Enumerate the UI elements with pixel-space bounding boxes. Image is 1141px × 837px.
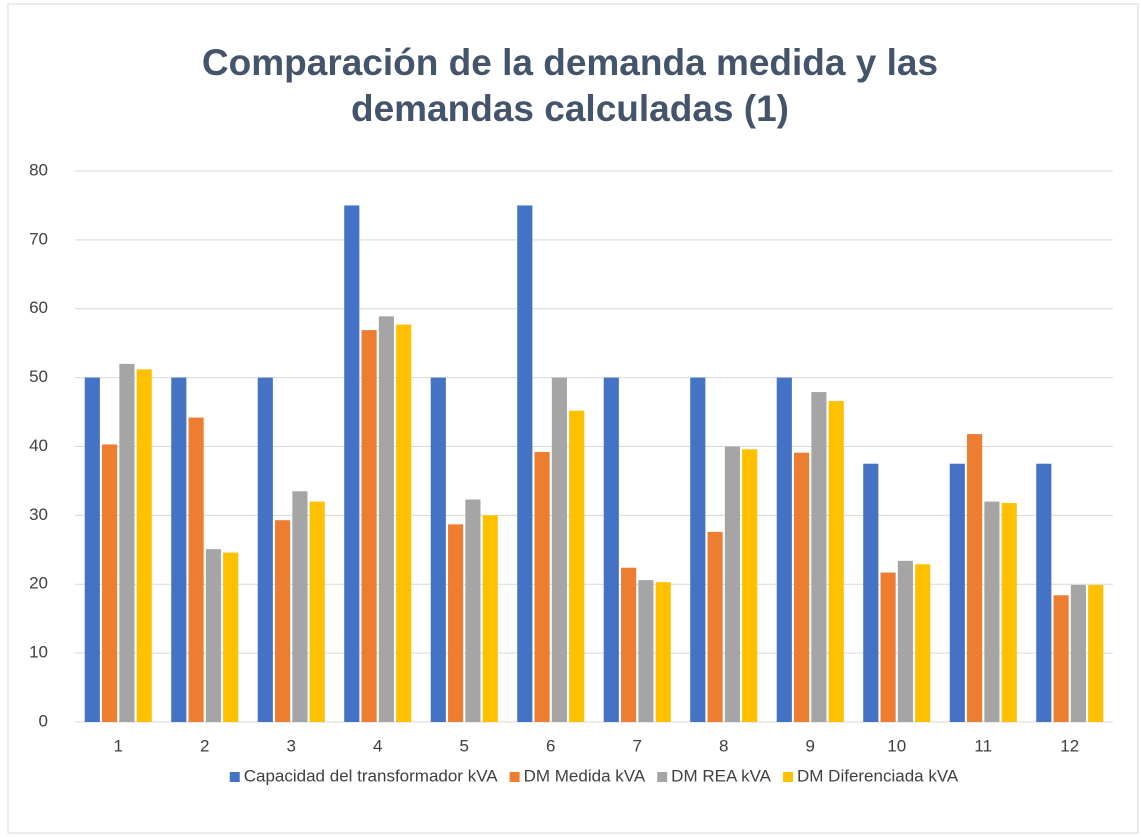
y-tick-label: 70 — [29, 229, 48, 248]
y-tick-label: 50 — [29, 367, 48, 386]
bar — [396, 324, 412, 722]
legend-swatch — [509, 772, 520, 782]
legend-label: DM Diferenciada kVA — [797, 766, 959, 785]
bar — [344, 205, 360, 722]
bar — [655, 582, 671, 722]
y-tick-label: 30 — [29, 505, 48, 524]
bar — [984, 501, 1000, 722]
bar — [1070, 584, 1086, 722]
y-tick-label: 0 — [39, 711, 48, 730]
legend-label: DM REA kVA — [671, 766, 771, 785]
bar — [188, 417, 204, 722]
x-tick-label: 11 — [974, 736, 992, 755]
bar — [171, 377, 187, 722]
bar — [517, 205, 533, 722]
y-tick-label: 60 — [29, 298, 48, 317]
x-tick-label: 10 — [887, 736, 906, 755]
bar — [84, 377, 100, 722]
x-tick-label: 2 — [200, 736, 209, 755]
bar — [811, 392, 827, 722]
y-tick-label: 10 — [29, 643, 48, 662]
legend-swatch — [657, 772, 668, 782]
y-tick-label: 20 — [29, 574, 48, 593]
x-tick-label: 12 — [1060, 736, 1079, 755]
bar — [1088, 584, 1104, 722]
y-tick-label: 40 — [29, 436, 48, 455]
x-tick-label: 4 — [373, 736, 382, 755]
bar — [690, 377, 706, 722]
bar — [136, 369, 152, 722]
bar — [742, 449, 758, 722]
chart-title: Comparación de la demanda medida y las d… — [201, 42, 939, 129]
x-tick-label: 9 — [806, 736, 815, 755]
bar — [863, 463, 879, 722]
bar — [430, 377, 446, 722]
bar — [776, 377, 792, 722]
bar — [119, 363, 135, 722]
bar — [638, 580, 654, 722]
bar — [275, 520, 291, 722]
x-tick-label: 8 — [719, 736, 728, 755]
bar — [707, 531, 723, 722]
bar — [915, 564, 931, 722]
bar — [949, 463, 965, 722]
x-tick-label: 5 — [460, 736, 469, 755]
bar — [967, 434, 983, 722]
x-tick-label: 3 — [287, 736, 296, 755]
bar — [292, 491, 308, 722]
bar — [828, 401, 844, 722]
bar — [724, 446, 740, 722]
bar — [465, 499, 481, 722]
bar — [223, 552, 239, 722]
bar — [551, 377, 567, 722]
x-tick-label: 7 — [633, 736, 642, 755]
bar — [448, 524, 464, 722]
bar — [378, 316, 394, 722]
bar — [534, 452, 550, 722]
y-tick-label: 80 — [29, 160, 48, 179]
bar — [880, 572, 896, 722]
legend-swatch — [783, 772, 794, 782]
bar — [361, 330, 377, 722]
x-tick-label: 6 — [546, 736, 555, 755]
bar — [621, 567, 637, 722]
x-tick-label: 1 — [114, 736, 123, 755]
bar — [1053, 595, 1069, 722]
bar — [1036, 463, 1052, 722]
bar — [309, 501, 325, 722]
legend-swatch — [229, 772, 240, 782]
bar — [102, 444, 118, 722]
bar — [897, 560, 913, 722]
legend-label: Capacidad del transformador kVA — [244, 766, 499, 785]
bar — [205, 549, 221, 722]
legend-label: DM Medida kVA — [524, 766, 646, 785]
bar — [794, 452, 810, 722]
bar — [482, 515, 498, 722]
bar — [257, 377, 273, 722]
bar — [1001, 502, 1017, 722]
bar — [569, 410, 585, 722]
bar — [603, 377, 619, 722]
